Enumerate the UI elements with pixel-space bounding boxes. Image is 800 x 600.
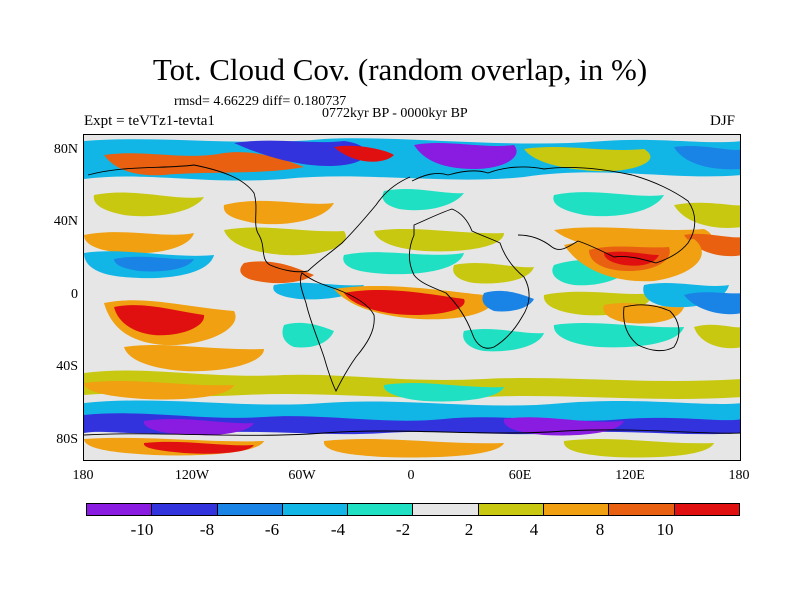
coast-australia: [623, 304, 680, 352]
region-sindian-teal: [553, 323, 684, 348]
lat-tick-label: 0: [71, 287, 78, 302]
region-arctic-purple: [414, 143, 517, 169]
region-so-purple-1: [143, 419, 254, 436]
region-40n-yellow-1: [224, 227, 346, 256]
lon-tick-label: 0: [407, 468, 415, 483]
lat-tick-label: 40N: [53, 214, 78, 229]
region-ntrop-blue: [114, 256, 194, 272]
map-title: Tot. Cloud Cov. (random overlap, in %): [152, 52, 648, 87]
stats-text: rmsd= 4.66229 diff= 0.180737: [174, 94, 347, 109]
region-wpacific-red: [604, 251, 659, 266]
region-npacific-east-yellow: [674, 202, 740, 228]
region-sepacific-red: [114, 305, 205, 336]
colorbar-label: 8: [595, 520, 605, 539]
lat-tick-label: 80S: [56, 432, 78, 447]
region-40n-orange-west: [84, 232, 194, 254]
colorbar-swatch: [544, 504, 610, 515]
region-southern-teal: [383, 383, 504, 402]
region-natlantic-teal: [382, 189, 464, 211]
region-antarctic-red-1: [143, 441, 254, 454]
anomaly-map: [84, 135, 740, 460]
coast-eurasia: [411, 166, 696, 264]
region-namerica-orange: [223, 200, 334, 225]
colorbar-swatch: [674, 504, 739, 515]
region-arctic-orange-1: [104, 152, 304, 176]
season-label: DJF: [710, 113, 736, 129]
region-arctic-blue-1: [234, 140, 367, 167]
region-40n-yellow-2: [374, 229, 504, 252]
colorbar-label: 2: [464, 520, 474, 539]
coast-africa: [409, 208, 530, 349]
colorbar: [86, 503, 740, 516]
colorbar-label: -6: [264, 520, 280, 539]
region-so-purple-2: [503, 417, 624, 436]
colorbar-swatch: [478, 504, 545, 515]
colorbar-swatch: [217, 504, 283, 515]
coast-north-america: [87, 164, 411, 273]
colorbar-label: -10: [130, 520, 154, 539]
region-antarctic-yellow: [563, 439, 714, 458]
lat-tick-label: 80N: [53, 142, 78, 157]
lon-tick-label: 180: [728, 468, 750, 483]
region-40n-orange-dark: [684, 233, 740, 257]
region-africa-yellow: [453, 263, 534, 284]
region-antarctic-orange-2: [323, 439, 504, 458]
region-samerica-teal: [282, 322, 334, 348]
coastlines: [84, 164, 740, 436]
colorbar-swatch: [348, 504, 414, 515]
lat-tick-label: 40S: [56, 359, 78, 374]
region-southern-orange-1: [84, 381, 234, 400]
colorbar-swatch: [87, 504, 153, 515]
region-eq-maritime-blue: [684, 292, 740, 315]
region-spacific-orange-band: [124, 345, 264, 372]
lon-tick-label: 120W: [174, 468, 210, 483]
colorbar-label: 10: [656, 520, 674, 539]
colorbar-label: -8: [199, 520, 215, 539]
colorbar-label: -2: [395, 520, 411, 539]
lon-tick-label: 120E: [615, 468, 645, 483]
experiment-label: Expt = teVTz1-tevta1: [84, 113, 215, 129]
region-camerica-orange: [240, 261, 314, 284]
region-tasman-yellow: [694, 324, 740, 349]
region-arctic-blue-2: [674, 146, 740, 170]
region-eq-atlantic-red: [344, 289, 465, 315]
region-arctic-red: [334, 145, 394, 162]
colorbar-swatch: [413, 504, 479, 515]
colorbar-swatch: [609, 504, 675, 515]
region-arctic-yellow: [524, 147, 651, 172]
region-asia-teal: [553, 192, 664, 217]
coast-antarctica: [84, 429, 740, 436]
region-npacific-yellow: [93, 192, 204, 217]
lon-tick-label: 60W: [288, 468, 316, 483]
period-text: 0772kyr BP - 0000kyr BP: [322, 106, 468, 121]
map-panel: [83, 134, 741, 461]
region-atlantic-teal: [343, 252, 464, 275]
lon-tick-label: 180: [72, 468, 94, 483]
coast-south-america: [299, 272, 375, 393]
colorbar-label: -4: [330, 520, 346, 539]
lon-tick-label: 60E: [508, 468, 532, 483]
colorbar-label: 4: [529, 520, 539, 539]
colorbar-swatch: [152, 504, 218, 515]
region-eq-africa-blue: [482, 290, 534, 312]
colorbar-swatch: [282, 504, 349, 515]
